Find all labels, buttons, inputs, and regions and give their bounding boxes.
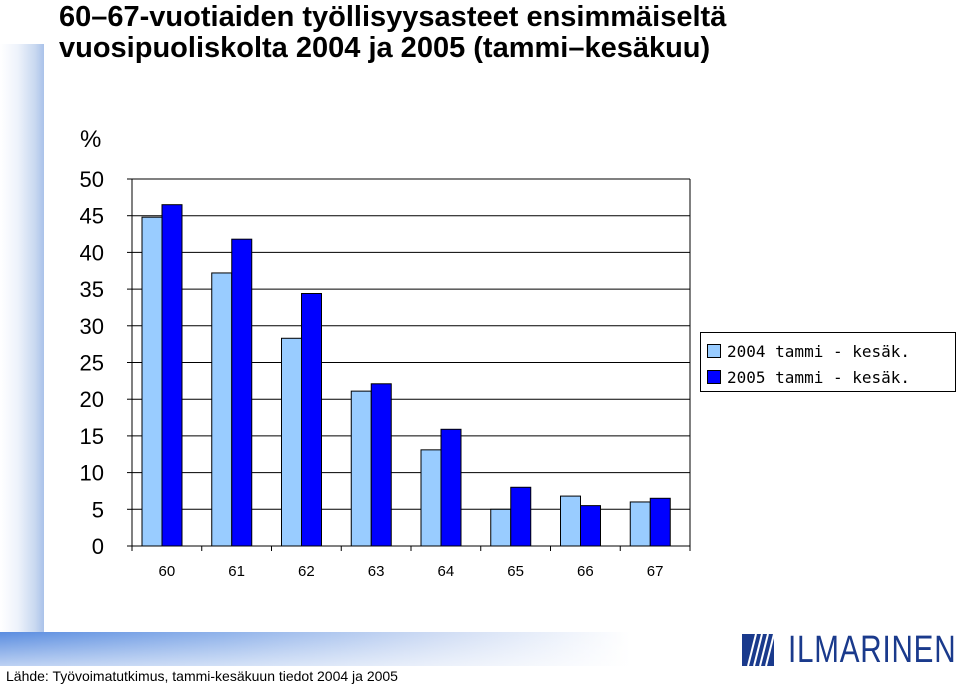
x-tick-label: 65 <box>507 563 524 580</box>
bar-2005-64 <box>440 428 462 547</box>
y-tick-label: 50 <box>80 167 104 192</box>
x-tick-label: 60 <box>159 563 176 580</box>
bar-2005-66 <box>580 505 601 547</box>
chart-legend: 2004 tammi - kesäk. 2005 tammi - kesäk. <box>700 332 956 392</box>
legend-swatch-2005 <box>707 370 721 384</box>
bar-2005-63 <box>370 383 392 547</box>
bar-2004-63 <box>350 390 372 547</box>
bar-2004-66 <box>560 495 581 547</box>
bar-2004-67 <box>629 501 651 547</box>
y-tick-label: 0 <box>92 534 104 559</box>
left-shadow-decoration <box>0 44 44 644</box>
y-tick-label: 30 <box>80 314 104 339</box>
legend-swatch-2004 <box>707 344 721 358</box>
x-tick-label: 63 <box>368 563 385 580</box>
title-line-2: vuosipuoliskolta 2004 ja 2005 (tammi–kes… <box>59 32 711 64</box>
x-tick-label: 62 <box>298 563 315 580</box>
bar-2005-62 <box>301 293 322 547</box>
y-axis-label: % <box>80 126 101 153</box>
bar-2004-62 <box>281 337 302 547</box>
x-tick-label: 67 <box>647 563 664 580</box>
bar-2005-61 <box>231 238 253 547</box>
bar-2004-65 <box>490 508 512 547</box>
legend-item-2004: 2004 tammi - kesäk. <box>707 341 910 361</box>
y-tick-label: 20 <box>80 387 104 412</box>
y-tick-label: 45 <box>80 204 104 229</box>
legend-label-2004: 2004 tammi - kesäk. <box>727 341 911 361</box>
title-line-1: 60–67-vuotiaiden työllisyysasteet ensimm… <box>59 1 727 33</box>
bar-2005-67 <box>649 497 671 547</box>
bar-2004-64 <box>420 449 442 547</box>
slide-title: 60–67-vuotiaiden työllisyysasteet ensimm… <box>59 2 919 64</box>
bar-2005-60 <box>161 204 183 547</box>
bottom-shadow-fade <box>0 632 630 666</box>
y-tick-label: 35 <box>80 277 104 302</box>
legend-item-2005: 2005 tammi - kesäk. <box>707 367 910 387</box>
ilmarinen-logo: ILMARINEN <box>742 629 960 671</box>
bar-2004-60 <box>141 216 163 547</box>
bar-2004-61 <box>211 272 233 547</box>
x-tick-label: 66 <box>577 563 594 580</box>
y-tick-label: 5 <box>92 497 104 522</box>
y-tick-label: 10 <box>80 461 104 486</box>
logo-text: ILMARINEN <box>788 628 957 671</box>
ilmarinen-logo-icon <box>742 634 774 666</box>
y-tick-label: 15 <box>80 424 104 449</box>
bar-2005-65 <box>510 486 532 547</box>
x-tick-label: 64 <box>438 563 455 580</box>
x-tick-label: 61 <box>228 563 245 580</box>
source-note: Lähde: Työvoimatutkimus, tammi-kesäkuun … <box>6 668 398 684</box>
y-tick-label: 40 <box>80 240 104 265</box>
y-tick-label: 25 <box>80 351 104 376</box>
legend-label-2005: 2005 tammi - kesäk. <box>727 367 911 387</box>
